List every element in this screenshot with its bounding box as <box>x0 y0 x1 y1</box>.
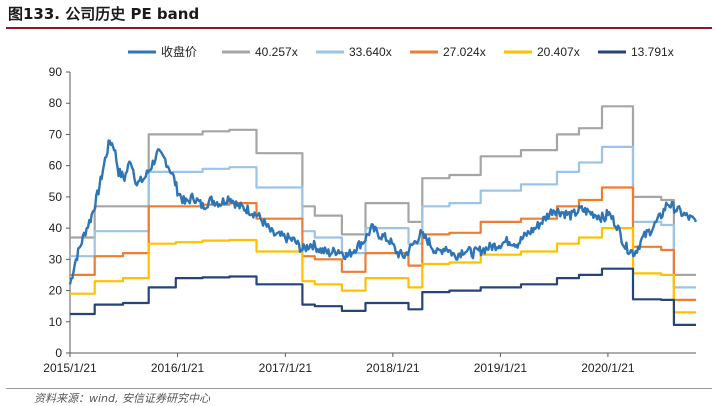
series-line-band-13-791x <box>70 267 696 326</box>
y-tick-label: 90 <box>49 65 63 79</box>
series-line-band-33-640x <box>70 145 696 289</box>
legend-label: 40.257x <box>255 45 298 59</box>
series-line-band-40-257x <box>70 105 696 276</box>
x-tick-label: 2017/1/21 <box>259 361 313 375</box>
y-tick-label: 20 <box>49 284 63 298</box>
y-tick-label: 50 <box>49 190 63 204</box>
y-axis: 0 10 20 30 40 50 60 70 80 90 <box>49 65 71 360</box>
series-line-band-20-407x <box>70 227 696 314</box>
legend-label: 27.024x <box>443 45 486 59</box>
figure-title: 图133. 公司历史 PE band <box>8 5 200 23</box>
plot-area <box>68 105 698 326</box>
legend-label: 33.640x <box>349 45 392 59</box>
chart-legend: 收盘价 40.257x 33.640x 27.024x 20.407x 13.791x <box>128 44 674 59</box>
title-rule <box>6 27 712 29</box>
series-line-price <box>68 139 698 285</box>
x-tick-label: 2015/1/21 <box>43 361 97 375</box>
source-rule <box>6 388 712 389</box>
legend-label: 13.791x <box>631 45 674 59</box>
x-axis: 2015/1/21 2016/1/21 2017/1/21 2018/1/21 2019… <box>43 352 696 375</box>
x-tick-label: 2020/1/21 <box>581 361 635 375</box>
y-tick-label: 40 <box>49 221 63 235</box>
y-tick-label: 60 <box>49 159 63 173</box>
legend-label: 20.407x <box>537 45 580 59</box>
x-tick-label: 2016/1/21 <box>151 361 205 375</box>
source-note: 资料来源：wind, 安信证券研究中心 <box>34 392 210 405</box>
x-tick-label: 2019/1/21 <box>474 361 528 375</box>
y-tick-label: 80 <box>49 96 63 110</box>
y-tick-label: 10 <box>49 315 63 329</box>
y-tick-label: 70 <box>49 127 63 141</box>
y-tick-label: 0 <box>55 346 62 360</box>
legend-label: 收盘价 <box>161 44 197 59</box>
y-tick-label: 30 <box>49 252 63 266</box>
x-tick-label: 2018/1/21 <box>366 361 420 375</box>
